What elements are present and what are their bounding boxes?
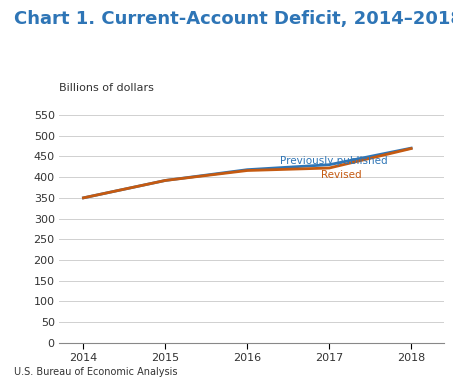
Text: U.S. Bureau of Economic Analysis: U.S. Bureau of Economic Analysis [14,367,177,377]
Text: Previously published: Previously published [280,156,388,166]
Text: Chart 1. Current-Account Deficit, 2014–2018: Chart 1. Current-Account Deficit, 2014–2… [14,10,453,27]
Text: Revised: Revised [321,170,361,180]
Text: Billions of dollars: Billions of dollars [59,83,154,93]
